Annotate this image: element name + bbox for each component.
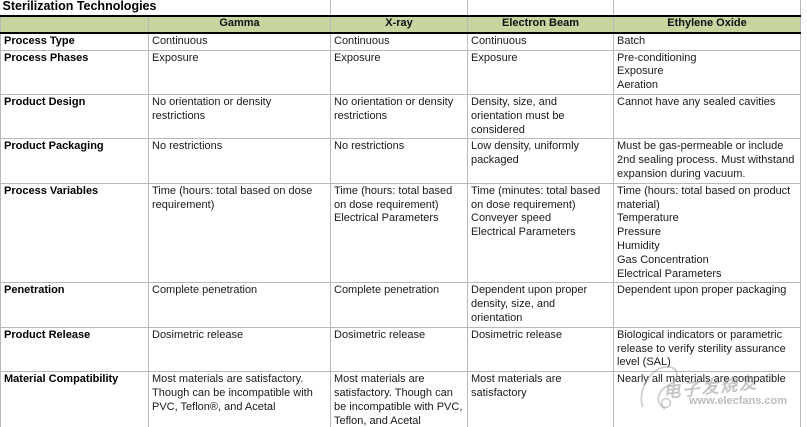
- table-cell: Density, size, and orientation must be c…: [467, 93, 614, 140]
- table-cell: Dependent upon proper density, size, and…: [467, 282, 614, 328]
- table-cell: Low density, uniformly packaged: [467, 138, 614, 184]
- row-label: Process Phases: [0, 49, 149, 95]
- table-row-product-design: Product Design No orientation or density…: [0, 93, 801, 140]
- table-cell: Dosimetric release: [330, 326, 468, 373]
- row-label: Product Release: [0, 326, 149, 373]
- title-row: Sterilization Technologies: [0, 0, 801, 16]
- table-cell: Biological indicators or parametric rele…: [613, 326, 801, 373]
- table-row-product-release: Product Release Dosimetric release Dosim…: [0, 326, 801, 373]
- table-cell: Continuous: [467, 32, 614, 51]
- table-cell: Time (minutes: total based on dose requi…: [467, 182, 614, 284]
- table-header-row: Gamma X-ray Electron Beam Ethylene Oxide: [0, 14, 801, 34]
- table-cell: Continuous: [330, 32, 468, 51]
- page-title: Sterilization Technologies: [0, 0, 331, 16]
- table-cell: Cannot have any sealed cavities: [613, 93, 801, 140]
- table-cell: Most materials are satisfactory: [467, 371, 614, 427]
- title-spacer: [467, 0, 614, 16]
- table-row-penetration: Penetration Complete penetration Complet…: [0, 282, 801, 328]
- column-header-gamma: Gamma: [148, 14, 331, 34]
- table-cell: No orientation or density restrictions: [330, 93, 468, 140]
- table-row-process-phases: Process Phases Exposure Exposure Exposur…: [0, 49, 801, 95]
- row-label: Product Design: [0, 93, 149, 140]
- row-label: Penetration: [0, 282, 149, 328]
- table-cell: Batch: [613, 32, 801, 51]
- table-cell: Time (hours: total based on product mate…: [613, 182, 801, 284]
- title-spacer: [330, 0, 468, 16]
- row-label: Process Variables: [0, 182, 149, 284]
- table-cell: Dosimetric release: [467, 326, 614, 373]
- table-row-material-compatibility: Material Compatibility Most materials ar…: [0, 371, 801, 427]
- table-cell: Complete penetration: [148, 282, 331, 328]
- table-cell: Most materials are satisfactory. Though …: [148, 371, 331, 427]
- table-cell: Exposure: [467, 49, 614, 95]
- table-cell: No restrictions: [330, 138, 468, 184]
- table-cell: No orientation or density restrictions: [148, 93, 331, 140]
- table-cell: Complete penetration: [330, 282, 468, 328]
- table-row-product-packaging: Product Packaging No restrictions No res…: [0, 138, 801, 184]
- row-label: Process Type: [0, 32, 149, 51]
- column-header-electron-beam: Electron Beam: [467, 14, 614, 34]
- table-cell: Exposure: [330, 49, 468, 95]
- table-cell: Dependent upon proper packaging: [613, 282, 801, 328]
- table-cell: Time (hours: total based on dose require…: [330, 182, 468, 284]
- table-cell: Pre-conditioning Exposure Aeration: [613, 49, 801, 95]
- table-cell: Nearly all materials are compatible: [613, 371, 801, 427]
- table-row-process-variables: Process Variables Time (hours: total bas…: [0, 182, 801, 284]
- table-row-process-type: Process Type Continuous Continuous Conti…: [0, 32, 801, 51]
- row-label: Product Packaging: [0, 138, 149, 184]
- column-header-xray: X-ray: [330, 14, 468, 34]
- title-spacer: [613, 0, 801, 16]
- table-cell: Most materials are satisfactory. Though …: [330, 371, 468, 427]
- corner-header-cell: [0, 14, 149, 34]
- table-cell: No restrictions: [148, 138, 331, 184]
- column-header-ethylene-oxide: Ethylene Oxide: [613, 14, 801, 34]
- table-cell: Dosimetric release: [148, 326, 331, 373]
- table-cell: Time (hours: total based on dose require…: [148, 182, 331, 284]
- table-cell: Must be gas-permeable or include 2nd sea…: [613, 138, 801, 184]
- table-cell: Continuous: [148, 32, 331, 51]
- table-cell: Exposure: [148, 49, 331, 95]
- row-label: Material Compatibility: [0, 371, 149, 427]
